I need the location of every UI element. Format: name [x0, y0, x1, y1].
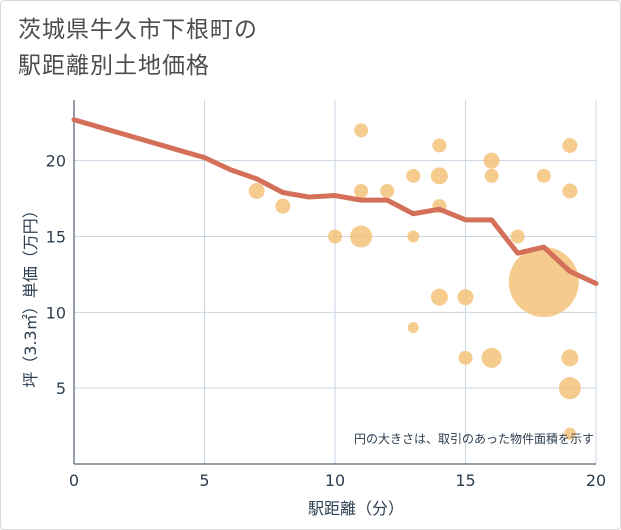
- bubble-point: [430, 167, 448, 185]
- y-tick-label: 5: [56, 379, 66, 398]
- trend-line: [71, 117, 599, 287]
- bubble-point: [430, 288, 448, 306]
- x-tick-label: 10: [325, 471, 345, 490]
- bubble-point: [407, 322, 419, 333]
- bubble-point: [536, 168, 551, 183]
- bubble-point: [406, 168, 421, 183]
- tick-labels: 0 5 10 15 20 5 10 15 20: [46, 152, 607, 490]
- y-tick-label: 15: [46, 228, 66, 247]
- bubble-point: [562, 138, 578, 153]
- bubble-point: [354, 184, 369, 198]
- x-tick-label: 15: [455, 471, 475, 490]
- bubble-point: [380, 184, 395, 198]
- bubble-point: [432, 138, 447, 153]
- bubble-point: [481, 347, 502, 368]
- bubble-point: [508, 247, 579, 317]
- y-tick-label: 20: [46, 152, 66, 171]
- bubble-point: [563, 427, 576, 440]
- x-tick-label: 0: [69, 471, 79, 490]
- bubbles: [248, 123, 581, 440]
- bubble-point: [354, 123, 369, 138]
- bubble-point: [458, 350, 473, 365]
- bubble-point: [558, 377, 581, 400]
- bubble-point: [562, 183, 578, 199]
- bubble-point: [407, 230, 420, 243]
- chart-title-line-1: 茨城県牛久市下根町の: [18, 17, 258, 43]
- bubble-point: [275, 198, 291, 214]
- x-axis-label: 駅距離（分）: [308, 499, 404, 518]
- bubble-point: [457, 289, 474, 306]
- x-tick-label: 5: [199, 471, 209, 490]
- y-tick-label: 10: [46, 303, 66, 322]
- trend-line-layer: [71, 117, 599, 287]
- y-axis-label: 坪（3.3㎡）単価（万円）: [21, 202, 40, 387]
- bubble-point: [328, 229, 342, 244]
- bubble-point: [561, 349, 579, 367]
- x-tick-label: 20: [586, 471, 606, 490]
- chart-title: 茨城県牛久市下根町の 駅距離別土地価格: [18, 12, 258, 84]
- bubble-point: [484, 168, 499, 183]
- chart-title-line-2: 駅距離別土地価格: [18, 53, 210, 79]
- bubble-point: [483, 152, 500, 169]
- chart-annotation: 円の大きさは、取引のあった物件面積を示す: [354, 431, 594, 446]
- bubble-point: [350, 225, 373, 248]
- bubble-point: [510, 229, 525, 244]
- bubble-point: [248, 183, 265, 199]
